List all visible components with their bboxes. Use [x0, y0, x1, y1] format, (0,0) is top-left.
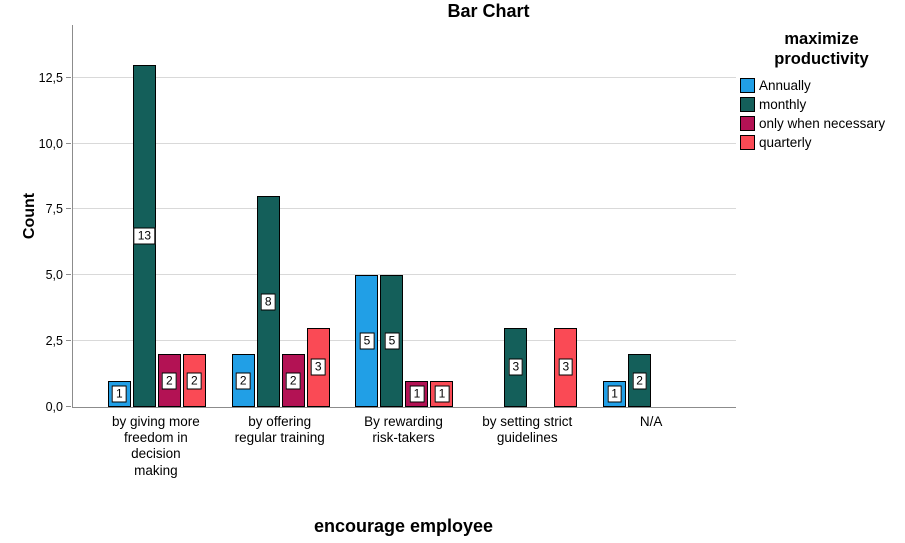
bar-value-label: 2: [235, 372, 251, 390]
bar-slot: 2: [281, 354, 306, 407]
legend-swatch: [740, 97, 755, 113]
bar: 5: [355, 275, 379, 407]
x-category-label: N/A: [639, 414, 663, 429]
legend-item-label: quarterly: [759, 135, 812, 151]
bar-slot: 3: [503, 327, 528, 407]
bar-slot: 3: [306, 327, 331, 407]
bar-value-label: 2: [187, 372, 202, 390]
legend-swatch: [740, 116, 755, 132]
bars-layer: 1 13 2 2 2 8 2 3 5 5 1 1 3 3 1 2: [73, 25, 736, 407]
gridline: [73, 76, 736, 78]
x-category-labels: by giving more freedom in decision makin…: [72, 414, 735, 479]
x-category-label: By rewarding risk-takers: [364, 414, 443, 446]
bar: 3: [306, 327, 330, 407]
bar: 1: [107, 380, 131, 407]
bar-group: 1 13 2 2: [95, 64, 219, 407]
bar-value-label: 1: [607, 385, 622, 403]
y-tick-mark: [66, 208, 71, 210]
legend-item: quarterly: [740, 135, 903, 151]
bar-value-label: 2: [285, 372, 301, 390]
y-axis-title: Count: [21, 192, 38, 240]
bar-slot: 1: [107, 380, 132, 407]
bar-slot: 13: [132, 64, 157, 407]
bar-value-label: 5: [384, 332, 400, 350]
bar: 13: [132, 64, 156, 407]
x-category-label: by offering regular training: [234, 414, 325, 446]
bar: 3: [554, 327, 578, 407]
y-tick-mark: [66, 76, 71, 78]
bar-slot: 2: [182, 354, 207, 407]
bar-slot: 3: [553, 327, 578, 407]
bar: 1: [430, 380, 454, 407]
bar-value-label: 3: [310, 358, 326, 376]
bar-slot: 5: [354, 275, 379, 407]
y-tick-mark: [66, 406, 71, 407]
y-tick-label: 10,0: [38, 136, 63, 151]
legend-item: only when necessary: [740, 116, 903, 132]
bar: 1: [603, 380, 627, 407]
bar: 2: [182, 354, 206, 407]
legend-item-label: monthly: [759, 97, 807, 113]
x-category-label: by giving more freedom in decision makin…: [112, 414, 200, 478]
gridline: [73, 340, 736, 342]
y-tick-label: 5,0: [45, 268, 63, 283]
bar-slot: 8: [256, 196, 281, 407]
y-tick-label: 12,5: [38, 70, 63, 85]
bar-value-label: 1: [112, 385, 127, 403]
y-tick-label: 2,5: [45, 334, 63, 349]
legend-item: monthly: [740, 97, 903, 113]
bar-slot: 2: [627, 354, 652, 407]
gridline: [73, 208, 736, 210]
bar-slot: 5: [379, 275, 404, 407]
bar-value-label: 2: [162, 372, 177, 390]
chart-title: Bar Chart: [447, 1, 530, 21]
x-category-label: by setting strict guidelines: [482, 414, 573, 446]
bar-value-label: 3: [558, 358, 574, 376]
legend-item-label: only when necessary: [759, 116, 886, 132]
legend-items: Annually monthly only when necessary quarte…: [740, 78, 903, 151]
bar-value-label: 5: [359, 332, 375, 350]
bar: 5: [380, 275, 404, 407]
bar-slot: 1: [602, 380, 627, 407]
y-tick-label: 7,5: [45, 202, 63, 217]
legend-title: maximize productivity: [774, 30, 869, 68]
bar: 2: [628, 354, 652, 407]
gridline: [73, 274, 736, 276]
y-tick-label: 0,0: [45, 400, 63, 414]
y-tick-mark: [66, 340, 71, 342]
bar: 2: [281, 354, 305, 407]
bar: 3: [504, 327, 528, 407]
plot-area: 0,0 2,5 5,0 7,5 10,0 12,5 1 13 2 2 2 8 2 3 5 5 1 1 3 3 1 2: [39, 25, 736, 414]
bar-value-label: 2: [632, 372, 647, 390]
legend-item-label: Annually: [759, 78, 811, 94]
legend-swatch: [740, 78, 755, 94]
bar-slot: 2: [157, 354, 182, 407]
y-tick-mark: [66, 142, 71, 144]
bar-value-label: 3: [508, 358, 524, 376]
bar: 8: [256, 196, 280, 407]
gridline: [73, 142, 736, 144]
bar-value-label: 1: [409, 385, 425, 403]
bar: 2: [231, 354, 255, 407]
x-axis-title: encourage employee: [313, 516, 494, 536]
bar-value-label: 1: [434, 385, 450, 403]
legend-swatch: [740, 135, 755, 151]
bar-slot: 1: [429, 380, 454, 407]
legend: maximize productivity Annually monthly onl…: [740, 30, 903, 155]
bar: 1: [405, 380, 429, 407]
bar-slot: 2: [231, 354, 256, 407]
bar-value-label: 8: [260, 293, 276, 311]
bar: 2: [157, 354, 181, 407]
bar-slot: 1: [404, 380, 429, 407]
y-tick-mark: [66, 274, 71, 276]
bar-value-label: 13: [133, 227, 156, 245]
legend-item: Annually: [740, 78, 903, 94]
